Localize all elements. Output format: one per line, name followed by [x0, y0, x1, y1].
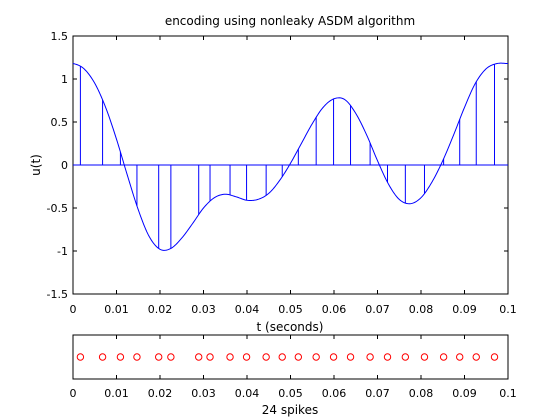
spike-marker — [262, 353, 270, 361]
signal-x-tick-label: 0.04 — [235, 303, 260, 316]
spike-x-tick-label: 0.08 — [409, 387, 434, 400]
signal-x-tick-label: 0.02 — [148, 303, 173, 316]
spike-marker — [206, 353, 214, 361]
signal-x-tick-label: 0 — [70, 303, 77, 316]
signal-x-tick-label: 0.1 — [499, 303, 517, 316]
spike-marker — [420, 353, 429, 361]
signal-y-tick-label: -1.5 — [47, 288, 68, 301]
spike-plot: 0 0.01 0.02 0.03 0.04 0.05 0.06 0.07 0.08 0.09 0.1… — [70, 334, 517, 417]
signal-x-tick-label: 0.08 — [409, 303, 434, 316]
spike-x-tick-label: 0.04 — [235, 387, 260, 400]
spike-marker — [133, 353, 141, 361]
spike-markers — [76, 353, 499, 361]
signal-y-tick-label: 0.5 — [51, 116, 69, 129]
spike-marker — [242, 353, 251, 361]
spike-x-label: 24 spikes — [262, 403, 318, 417]
spike-marker — [472, 353, 480, 361]
spike-marker — [383, 353, 392, 361]
spike-marker — [167, 353, 175, 361]
signal-y-ticks: -1.5 -1 -0.5 0 0.5 1 1.5 — [47, 30, 508, 301]
signal-x-tick-label: 0.06 — [322, 303, 347, 316]
spike-x-tick-label: 0.02 — [148, 387, 173, 400]
spike-marker — [490, 353, 499, 361]
spike-x-tick-label: 0.06 — [322, 387, 347, 400]
signal-y-tick-label: 0 — [61, 159, 68, 172]
spike-marker — [329, 353, 338, 361]
spike-marker — [154, 353, 163, 361]
signal-y-label: u(t) — [29, 154, 43, 176]
signal-x-tick-label: 0.03 — [191, 303, 216, 316]
signal-plot: 0 0.01 0.02 0.03 0.04 0.05 0.06 0.07 0.08 0.09 0.1… — [29, 14, 517, 334]
spike-marker — [366, 353, 374, 361]
spike-marker — [116, 353, 125, 361]
spike-marker — [226, 353, 234, 361]
signal-curve — [72, 62, 509, 251]
signal-x-ticks: 0 0.01 0.02 0.03 0.04 0.05 0.06 0.07 0.08 0.09 0.1 — [70, 36, 517, 316]
spike-x-tick-label: 0.1 — [499, 387, 517, 400]
spike-marker — [294, 353, 303, 361]
spike-x-tick-label: 0.03 — [191, 387, 216, 400]
spike-marker — [98, 353, 107, 361]
signal-x-tick-label: 0.05 — [278, 303, 303, 316]
spike-marker — [401, 353, 410, 361]
spike-x-tick-label: 0.05 — [278, 387, 303, 400]
signal-y-tick-label: 1 — [61, 73, 68, 86]
signal-stems — [79, 64, 496, 249]
signal-x-tick-label: 0.01 — [104, 303, 129, 316]
spike-x-tick-label: 0.07 — [365, 387, 390, 400]
spike-x-tick-label: 0.09 — [452, 387, 477, 400]
signal-title: encoding using nonleaky ASDM algorithm — [165, 14, 415, 28]
spike-x-tick-label: 0.01 — [104, 387, 129, 400]
spike-marker — [76, 353, 85, 361]
spike-x-ticks: 0 0.01 0.02 0.03 0.04 0.05 0.06 0.07 0.08 0.09 0.1 — [70, 335, 517, 400]
spike-marker — [278, 353, 286, 361]
spike-x-tick-label: 0 — [70, 387, 77, 400]
signal-x-tick-label: 0.09 — [452, 303, 477, 316]
spike-marker — [346, 353, 355, 361]
signal-y-tick-label: -0.5 — [47, 202, 68, 215]
spike-marker — [312, 353, 320, 361]
signal-y-tick-label: 1.5 — [51, 30, 69, 43]
spike-marker — [439, 353, 448, 361]
signal-x-tick-label: 0.07 — [365, 303, 390, 316]
signal-x-label: t (seconds) — [257, 320, 324, 334]
spike-marker — [456, 353, 464, 361]
signal-y-tick-label: -1 — [57, 245, 68, 258]
spike-marker — [195, 353, 203, 361]
spike-plot-frame — [72, 334, 509, 380]
